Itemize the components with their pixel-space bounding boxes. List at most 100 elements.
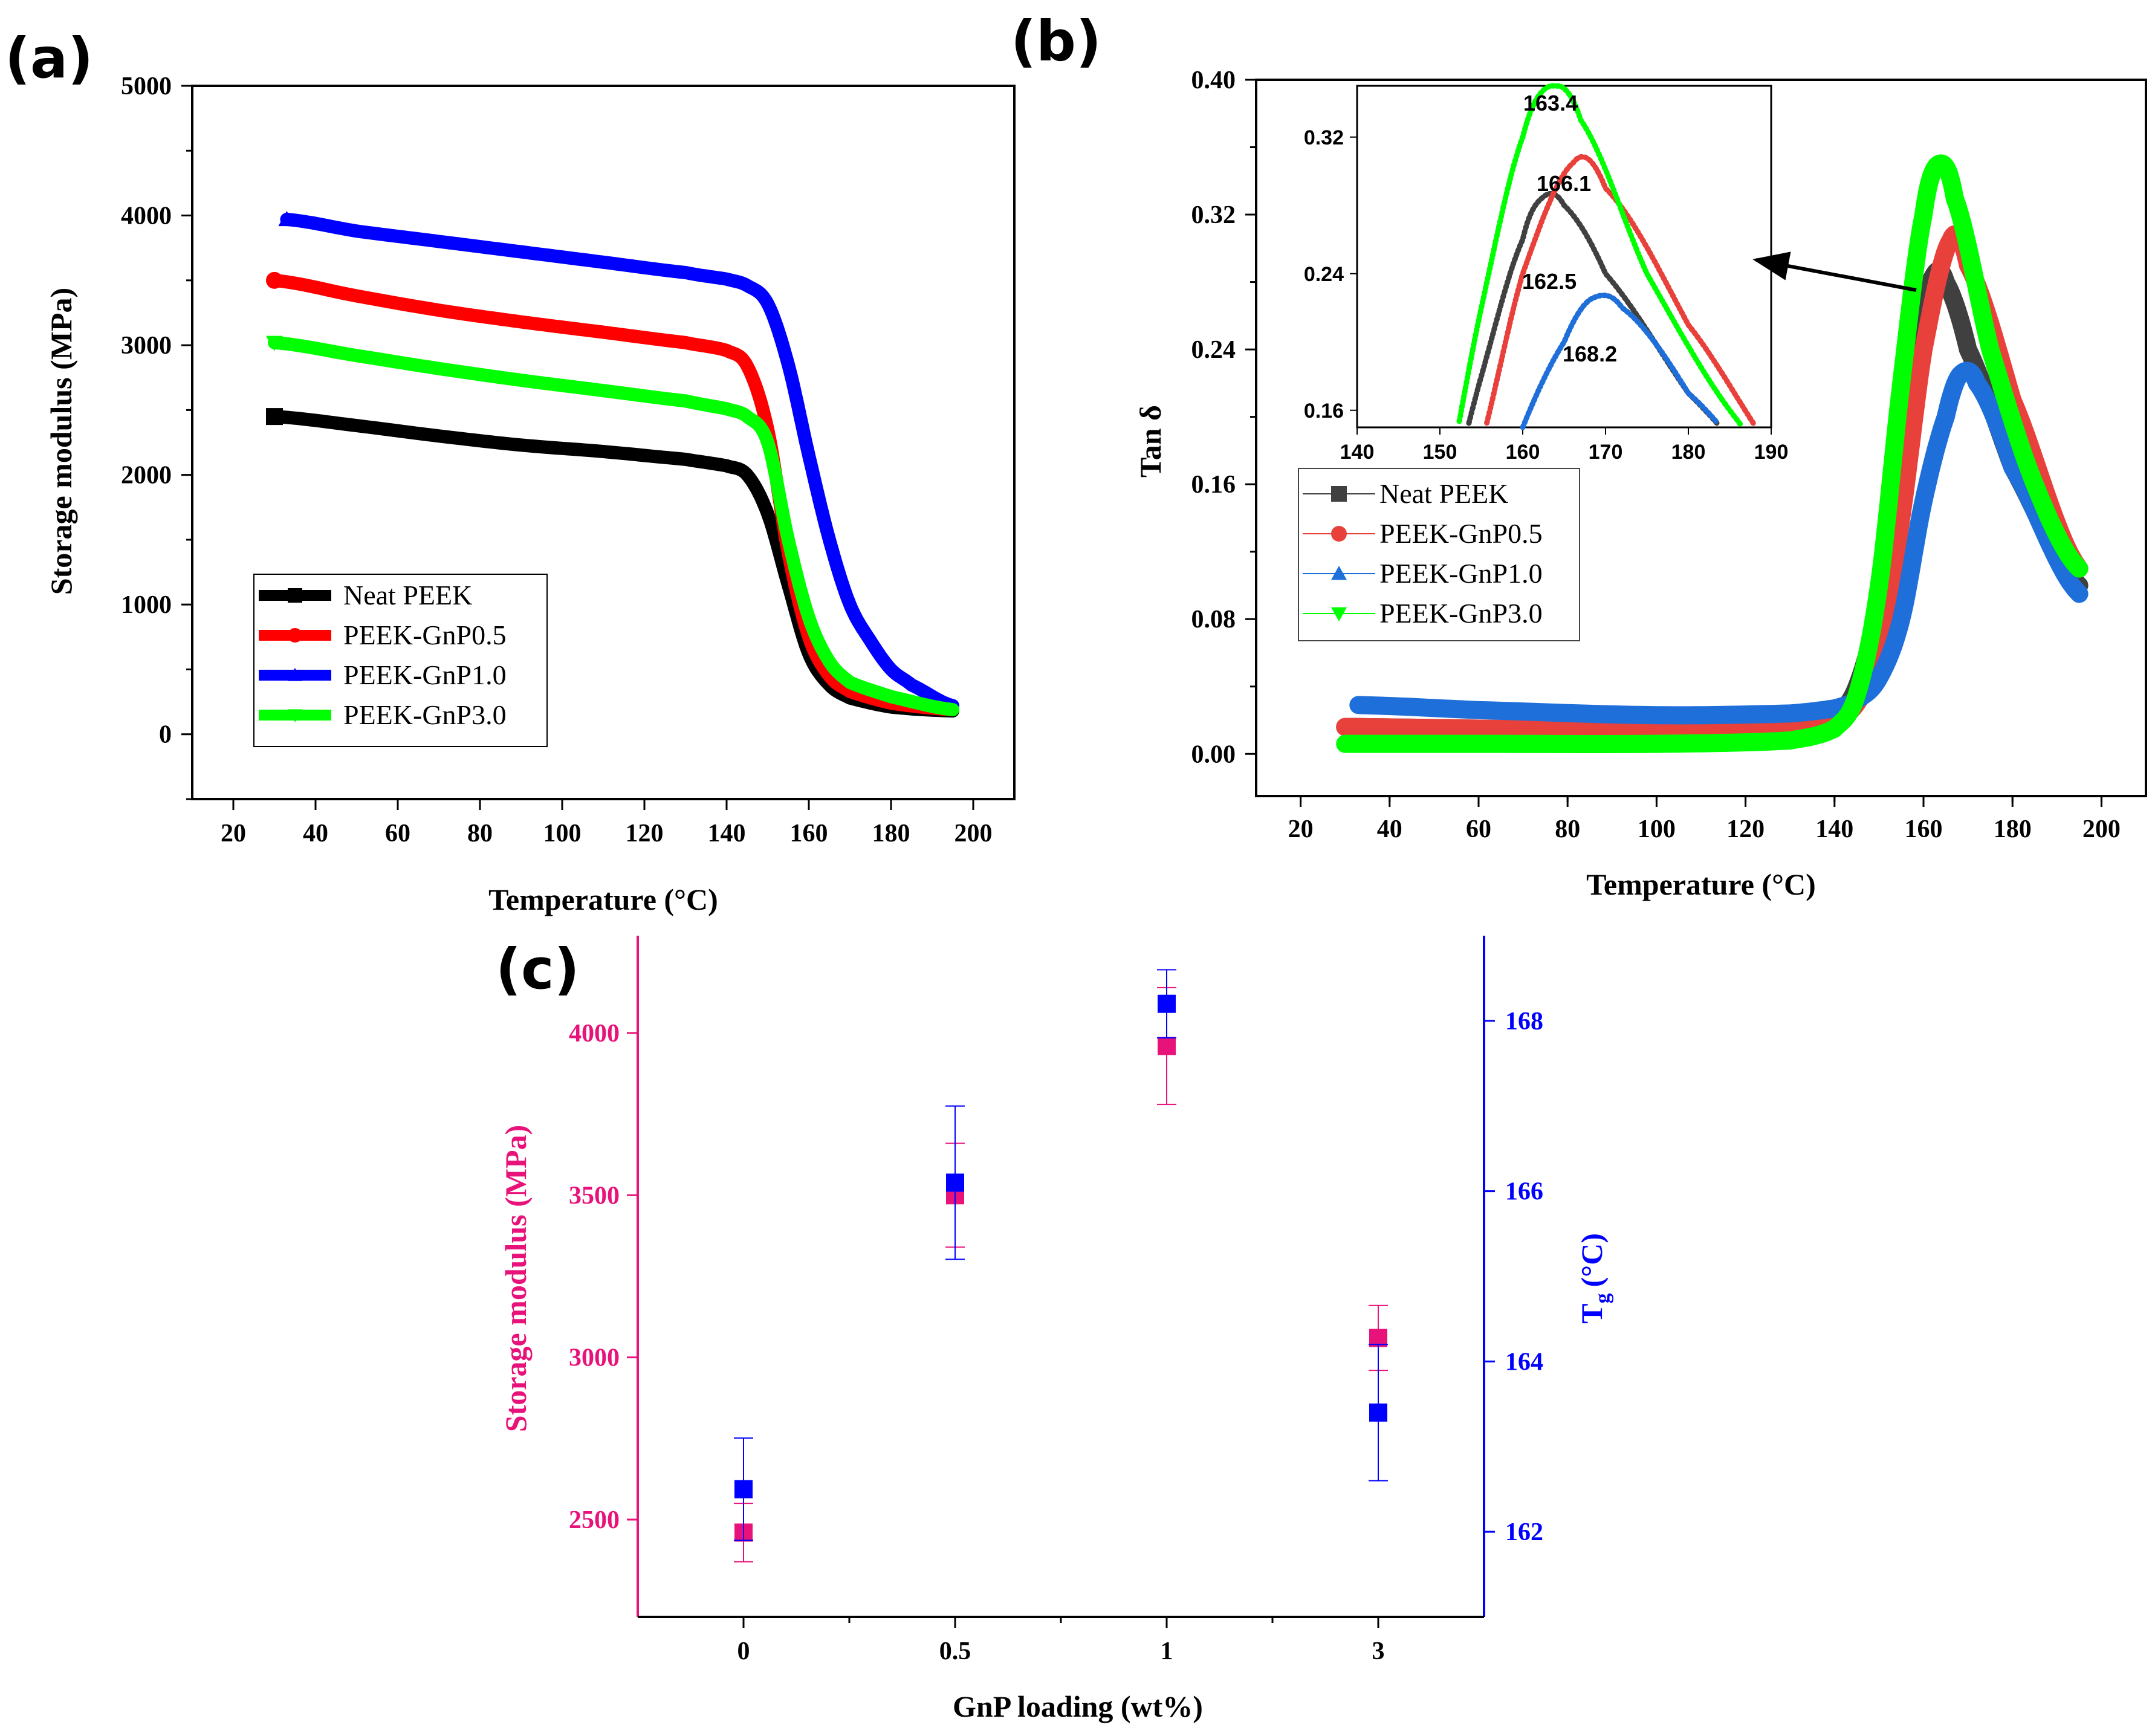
panel-a-letter: (a) — [5, 26, 93, 91]
panel-b: (b) 20 40 60 80 100 120 140 160 180 200 0.00 0.08 0.… — [1011, 9, 2147, 901]
data-point — [1158, 1037, 1176, 1055]
panel-a-legend: Neat PEEK PEEK-GnP0.5 PEEK-GnP1.0 PEEK-GnP3… — [253, 574, 548, 747]
series-storage-modulus — [734, 986, 1388, 1563]
x-tick-label: 60 — [1466, 815, 1491, 843]
x-tick-label: 160 — [1905, 815, 1943, 843]
inset-peak-label: 162.5 — [1522, 269, 1577, 294]
x-tick-label: 180 — [1994, 815, 2032, 843]
y-tick-label: 1000 — [121, 591, 172, 619]
right-y-tick-label: 162 — [1505, 1518, 1543, 1546]
inset-y-tick-label: 0.16 — [1304, 400, 1344, 423]
inset-y-tick-label: 0.32 — [1304, 126, 1344, 149]
x-tick-label: 20 — [221, 820, 246, 847]
inset-series-peek-gnp1-0 — [1520, 293, 1720, 430]
series-peek-gnp3-0 — [266, 335, 959, 716]
x-tick-label: 180 — [872, 820, 910, 847]
panel-a-ticks: 20 40 60 80 100 120 140 160 180 20001000200030004… — [121, 73, 993, 847]
legend-label: PEEK-GnP3.0 — [343, 699, 507, 730]
x-tick-label: 60 — [385, 820, 410, 847]
legend-label: Neat PEEK — [1379, 478, 1508, 509]
y-tick-label: 0.00 — [1191, 740, 1236, 768]
panel-c-left-y-axis-label: Storage modulus (MPa) — [499, 1125, 533, 1432]
panel-b-inset-series — [1456, 83, 1758, 430]
x-tick-label: 140 — [1815, 815, 1853, 843]
tg-symbol: T — [1575, 1304, 1609, 1324]
x-tick-label: 0.5 — [939, 1637, 971, 1665]
panel-a-plot-frame — [191, 85, 1016, 800]
panel-c-right-y-axis-label: Tg (°C) — [1575, 1233, 1614, 1324]
x-tick-label: 120 — [1726, 815, 1765, 843]
triangle-down-marker — [1331, 607, 1347, 621]
y-tick-label: 0 — [159, 721, 172, 749]
panel-c-ticks: 0 0.5 1 3 2500 3000 3500 4000 162 164 166 168 — [569, 1008, 1543, 1665]
data-point — [734, 1480, 753, 1498]
inset-series-line — [1520, 293, 1720, 430]
triangle-down-marker — [288, 709, 302, 722]
inset-peak-label: 163.4 — [1523, 91, 1578, 115]
panel-c-series — [734, 969, 1388, 1563]
series-tg — [734, 969, 1388, 1541]
y-tick-label: 2000 — [121, 462, 172, 490]
inset-x-tick-label: 160 — [1506, 441, 1540, 464]
x-tick-label: 0 — [737, 1637, 750, 1665]
inset-peak-label: 168.2 — [1563, 342, 1617, 366]
panel-c-letter: (c) — [496, 937, 580, 1002]
legend-label: PEEK-GnP0.5 — [1379, 518, 1543, 549]
legend-label: PEEK-GnP0.5 — [343, 620, 507, 650]
legend-label: PEEK-GnP3.0 — [1379, 598, 1543, 629]
inset-x-tick-label: 140 — [1340, 441, 1375, 464]
series-line — [280, 213, 959, 713]
series-peek-gnp3-0 — [1336, 154, 2089, 753]
left-y-tick-label: 2500 — [569, 1506, 620, 1534]
y-tick-label: 0.16 — [1191, 471, 1236, 499]
left-y-tick-label: 4000 — [569, 1020, 620, 1048]
panel-a: (a) 20 40 60 80 100 120 140 160 180 2000100020003… — [5, 26, 1016, 916]
right-y-tick-label: 164 — [1505, 1348, 1543, 1376]
legend-label: PEEK-GnP1.0 — [343, 659, 507, 690]
panel-a-x-axis-label: Temperature (°C) — [488, 883, 718, 916]
square-marker — [288, 588, 302, 603]
x-tick-label: 200 — [954, 820, 993, 847]
inset-x-tick-label: 190 — [1754, 441, 1789, 464]
x-tick-label: 140 — [708, 820, 746, 847]
left-y-tick-label: 3500 — [569, 1182, 620, 1210]
x-tick-label: 100 — [543, 820, 582, 847]
x-tick-label: 160 — [790, 820, 828, 847]
x-tick-label: 80 — [1555, 815, 1580, 843]
x-tick-label: 100 — [1638, 815, 1676, 843]
y-tick-label: 0.40 — [1191, 66, 1236, 94]
series-line — [1349, 361, 2089, 725]
data-point — [946, 1173, 964, 1192]
panel-c: (c) 0 0.5 1 3 2500 3000 3500 4000 162 164 166 168 G… — [496, 936, 1614, 1723]
tg-subscript: g — [1592, 1294, 1614, 1304]
panel-b-inset-ticks: 140 150 160 170 180 190 0.16 0.24 0.32 — [1304, 126, 1789, 464]
x-tick-label: 3 — [1372, 1637, 1385, 1665]
x-tick-label: 40 — [1377, 815, 1402, 843]
series-peek-gnp1-0 — [278, 210, 959, 713]
panel-b-plot-frame — [1255, 79, 2147, 797]
tg-unit: (°C) — [1575, 1233, 1609, 1287]
inset-peak-label: 166.1 — [1537, 171, 1591, 196]
y-tick-label: 0.24 — [1191, 336, 1236, 364]
x-tick-label: 80 — [467, 820, 493, 847]
x-tick-label: 40 — [303, 820, 328, 847]
data-point — [1158, 994, 1176, 1013]
inset-series-line — [1456, 83, 1744, 428]
inset-x-tick-label: 180 — [1671, 441, 1706, 464]
series-line — [268, 273, 959, 716]
circle-marker — [288, 628, 302, 643]
square-marker — [266, 408, 283, 426]
right-y-tick-label: 166 — [1505, 1178, 1543, 1206]
circle-marker — [266, 271, 283, 289]
series-peek-gnp0-5 — [266, 271, 959, 716]
x-tick-label: 1 — [1161, 1637, 1173, 1665]
panel-b-ticks: 20 40 60 80 100 120 140 160 180 200 0.00 0.08 0.16 0.… — [1191, 66, 2121, 843]
x-tick-label: 120 — [626, 820, 664, 847]
panel-a-series — [266, 210, 959, 718]
right-y-tick-label: 168 — [1505, 1008, 1543, 1035]
y-tick-label: 4000 — [121, 202, 172, 230]
panel-b-letter: (b) — [1011, 9, 1101, 74]
y-tick-label: 5000 — [121, 73, 172, 100]
inset-x-tick-label: 170 — [1589, 441, 1623, 464]
triangle-up-marker — [288, 668, 302, 681]
